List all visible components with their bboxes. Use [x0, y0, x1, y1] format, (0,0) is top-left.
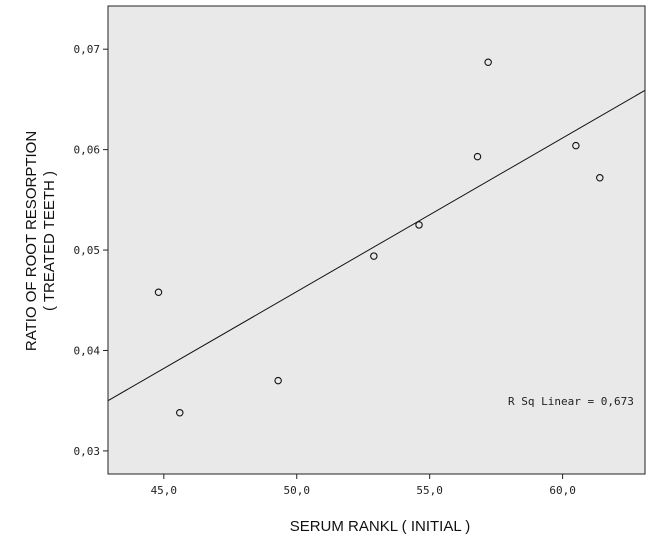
plot-area: [107, 5, 646, 475]
y-axis-title-line-1: RATIO OF ROOT RESORPTION: [23, 131, 40, 351]
data-point: [596, 173, 604, 182]
x-tick-label: 45,0: [151, 484, 178, 497]
data-point: [154, 288, 163, 296]
y-axis-title-line-2: ( TREATED TEETH ): [41, 171, 58, 311]
data-point: [176, 408, 184, 417]
y-tick-label: 0,06: [74, 144, 101, 157]
data-points: [154, 58, 604, 417]
y-tick-label: 0,05: [74, 244, 101, 257]
data-point: [415, 221, 423, 229]
x-tick-label: 55,0: [416, 484, 443, 497]
y-axis: 0,03 0,04 0,05 0,06 0,07: [74, 43, 108, 458]
x-tick-label: 50,0: [283, 484, 310, 497]
linear-fit-line: [107, 89, 646, 402]
data-point: [370, 252, 378, 260]
data-point: [473, 152, 482, 161]
fit-line-group: [107, 89, 646, 402]
y-tick-label: 0,07: [74, 43, 101, 56]
r-squared-annotation: R Sq Linear = 0,673: [508, 395, 634, 408]
x-axis-title: SERUM RANKL ( INITIAL ): [290, 518, 471, 535]
data-point: [484, 58, 492, 66]
x-axis: 45,0 50,0 55,0 60,0: [151, 474, 576, 497]
data-point: [274, 376, 282, 385]
x-tick-label: 60,0: [549, 484, 576, 497]
y-tick-label: 0,04: [74, 344, 101, 357]
y-tick-label: 0,03: [74, 445, 101, 458]
y-axis-title: RATIO OF ROOT RESORPTION ( TREATED TEETH…: [23, 131, 58, 351]
data-point: [572, 141, 580, 150]
